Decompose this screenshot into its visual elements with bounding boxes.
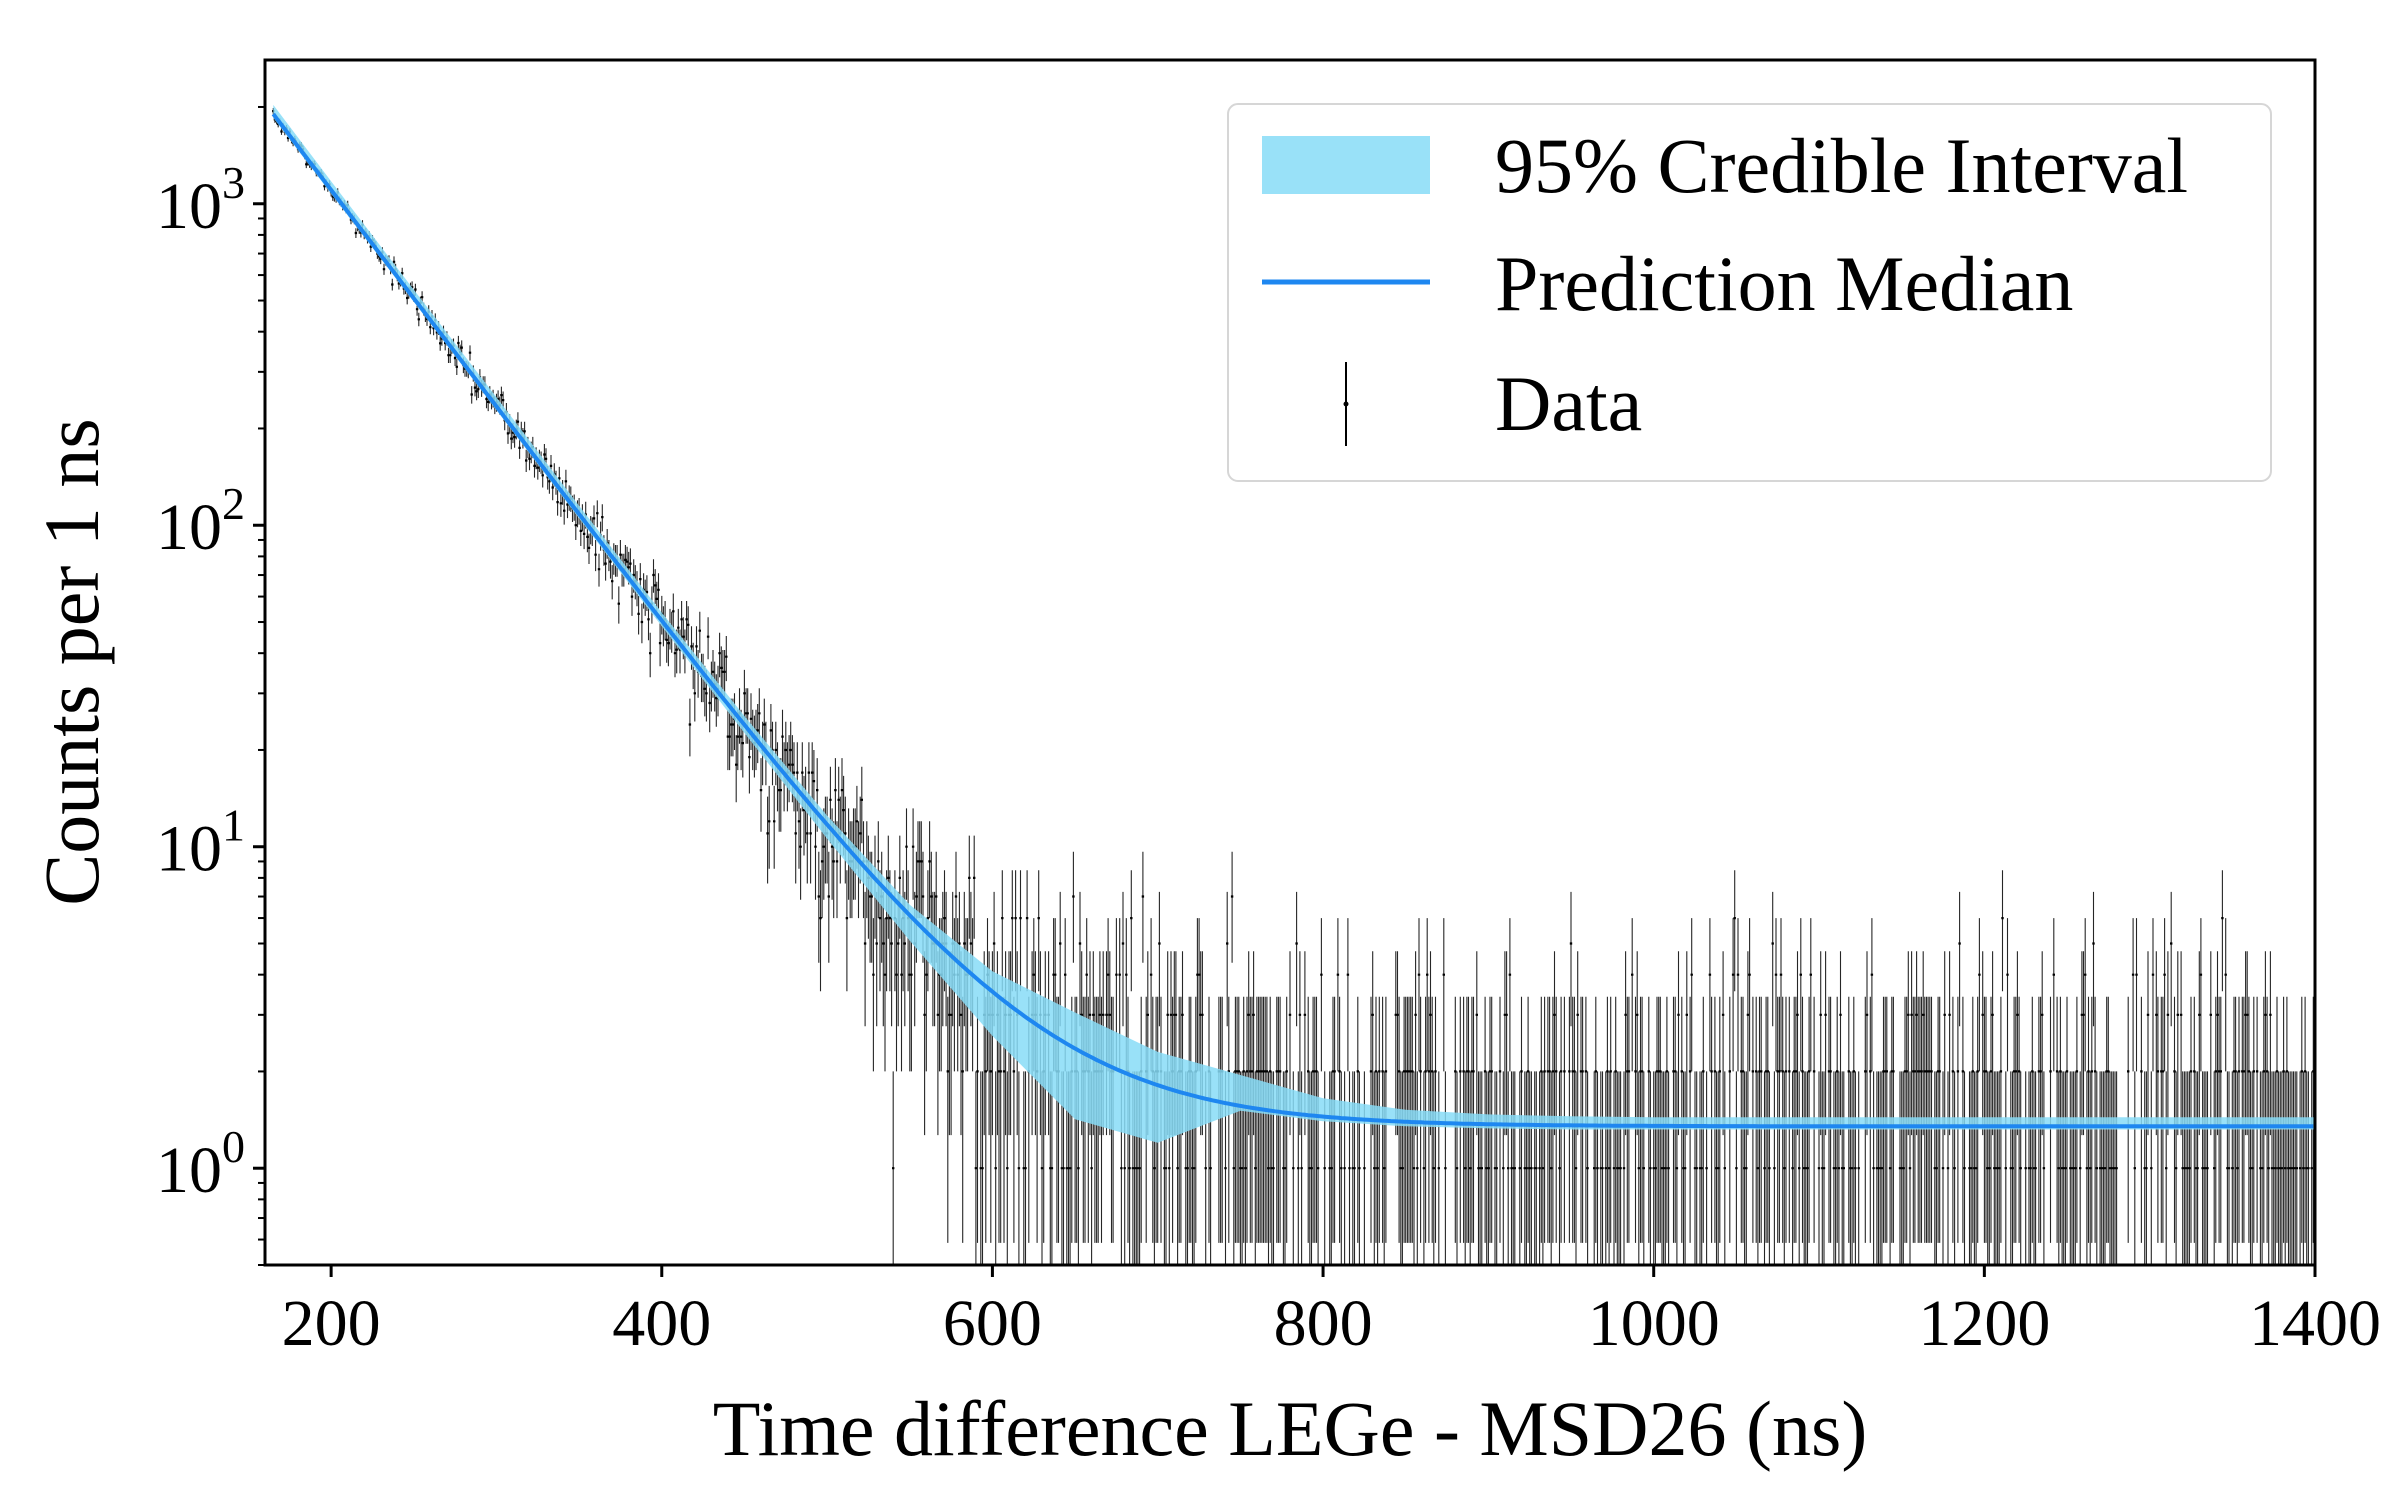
x-tick-label: 1400 bbox=[2249, 1287, 2381, 1360]
x-axis: 200 400 600 800 1000 1200 1400 bbox=[282, 1265, 2381, 1360]
x-tick-label: 1000 bbox=[1588, 1287, 1720, 1360]
y-tick-label: 101 bbox=[156, 800, 245, 886]
x-tick-label: 1200 bbox=[1918, 1287, 2050, 1360]
legend-band-swatch bbox=[1262, 136, 1430, 194]
legend-box bbox=[1227, 103, 2272, 482]
legend-label-data: Data bbox=[1495, 360, 1642, 447]
y-tick-label: 103 bbox=[156, 157, 245, 243]
y-tick-label: 100 bbox=[156, 1121, 245, 1207]
y-axis-title: Counts per 1 ns bbox=[28, 418, 115, 906]
x-tick-label: 800 bbox=[1274, 1287, 1373, 1360]
legend-errorbar-marker bbox=[1343, 401, 1349, 407]
x-tick-label: 200 bbox=[282, 1287, 381, 1360]
x-axis-title: Time difference LEGe - MSD26 (ns) bbox=[713, 1385, 1868, 1472]
prediction-median-line bbox=[271, 112, 2314, 1129]
plot-frame bbox=[263, 58, 2317, 1267]
legend-label-credible-interval: 95% Credible Interval bbox=[1495, 122, 2188, 209]
legend: 95% Credible Interval Prediction Median … bbox=[1227, 103, 2272, 482]
plot-area bbox=[271, 104, 2315, 1265]
y-tick-label: 102 bbox=[156, 478, 245, 564]
legend-label-prediction-median: Prediction Median bbox=[1495, 240, 2073, 327]
x-tick-label: 400 bbox=[612, 1287, 711, 1360]
y-axis: 100 101 102 103 bbox=[156, 105, 265, 1266]
x-tick-label: 600 bbox=[943, 1287, 1042, 1360]
